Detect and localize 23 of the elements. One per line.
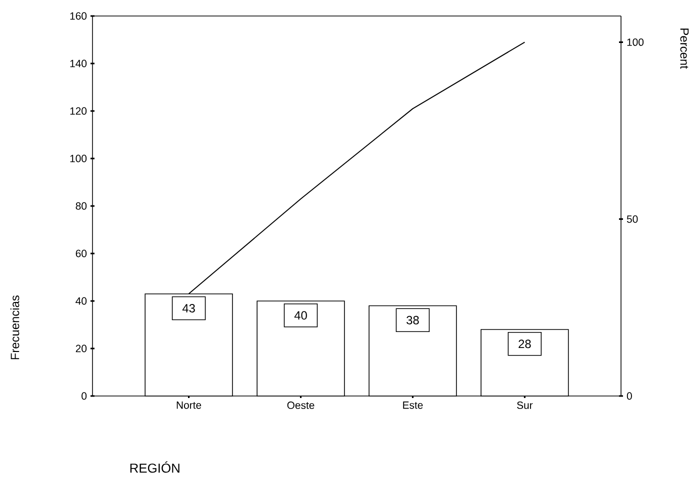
- y-tick-label: 120: [70, 107, 87, 115]
- x-tick-label: Sur: [517, 402, 533, 409]
- data-label: 38: [406, 316, 419, 324]
- y-tick-label: 140: [70, 60, 87, 68]
- y-tick-label: 100: [70, 154, 87, 162]
- y2-axis-title: Percent: [680, 28, 689, 69]
- y-axis-title: Frecuencias: [10, 295, 20, 360]
- y-tick-label: 0: [82, 392, 87, 400]
- x-tick-label: Norte: [176, 402, 202, 409]
- data-label: 43: [182, 304, 195, 312]
- x-tick-label: Oeste: [287, 402, 314, 409]
- data-label: 28: [518, 340, 531, 348]
- y-tick-label: 160: [70, 12, 87, 20]
- y-tick-label: 80: [76, 202, 87, 210]
- y-tick-label: 20: [76, 344, 87, 352]
- y2-tick-label: 0: [626, 392, 632, 400]
- y-tick-label: 40: [76, 297, 87, 305]
- data-label: 40: [294, 311, 307, 320]
- x-tick-label: Este: [403, 402, 423, 409]
- x-axis-title: REGIÓN: [130, 461, 180, 473]
- y-tick-label: 60: [76, 250, 87, 258]
- y2-tick-label: 50: [626, 215, 638, 223]
- y2-tick-label: 100: [627, 38, 644, 46]
